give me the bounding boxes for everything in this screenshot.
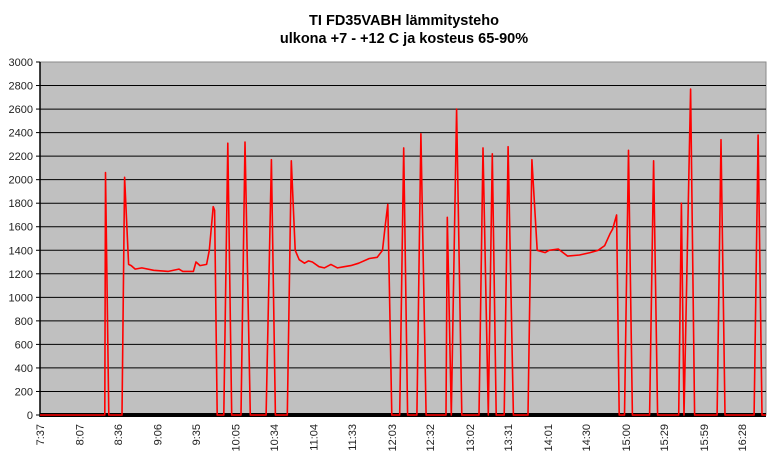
y-tick-label: 1200 bbox=[9, 269, 33, 281]
y-axis-ticks: 0 200 400 600 800 1000 1200 1400 1600 1800 2000 220… bbox=[9, 57, 40, 422]
y-tick-label: 600 bbox=[15, 339, 33, 351]
y-tick-label: 1600 bbox=[9, 222, 33, 234]
y-tick-label: 2400 bbox=[9, 128, 33, 140]
x-tick-label: 15:59 bbox=[699, 424, 711, 452]
x-tick-label: 10:34 bbox=[269, 424, 281, 452]
y-tick-label: 200 bbox=[15, 386, 33, 398]
y-tick-label: 2800 bbox=[9, 81, 33, 93]
y-tick-label: 400 bbox=[15, 363, 33, 375]
chart-title-line-1: TI FD35VABH lämmitysteho bbox=[309, 13, 499, 29]
x-tick-label: 16:28 bbox=[737, 424, 749, 452]
x-tick-label: 8:07 bbox=[75, 424, 87, 445]
y-tick-label: 3000 bbox=[9, 57, 33, 69]
x-tick-label: 11:33 bbox=[347, 424, 359, 451]
x-tick-label: 9:35 bbox=[191, 424, 203, 445]
x-tick-label: 14:01 bbox=[543, 424, 555, 452]
x-tick-label: 9:06 bbox=[153, 424, 165, 445]
y-tick-label: 800 bbox=[15, 316, 33, 328]
y-tick-label: 1800 bbox=[9, 198, 33, 210]
x-tick-label: 13:31 bbox=[503, 424, 515, 452]
y-tick-label: 0 bbox=[27, 410, 33, 422]
x-tick-label: 15:29 bbox=[659, 424, 671, 452]
x-tick-label: 14:30 bbox=[581, 424, 593, 452]
x-tick-label: 8:36 bbox=[113, 424, 125, 445]
x-tick-label: 12:32 bbox=[425, 424, 437, 452]
y-tick-label: 1000 bbox=[9, 292, 33, 304]
series-line-lammitysteho bbox=[40, 88, 766, 416]
x-tick-label: 11:04 bbox=[309, 424, 321, 451]
y-tick-label: 2000 bbox=[9, 175, 33, 187]
chart-title-line-2: ulkona +7 - +12 C ja kosteus 65-90% bbox=[280, 31, 528, 47]
y-tick-label: 2200 bbox=[9, 151, 33, 163]
x-tick-label: 15:00 bbox=[621, 424, 633, 452]
y-tick-label: 1400 bbox=[9, 245, 33, 257]
y-tick-label: 2600 bbox=[9, 104, 33, 116]
x-tick-label: 7:37 bbox=[35, 424, 47, 445]
x-tick-label: 10:05 bbox=[231, 424, 243, 452]
x-tick-label: 13:02 bbox=[465, 424, 477, 452]
x-tick-label: 12:03 bbox=[387, 424, 399, 452]
x-axis-ticks: 7:37 8:07 8:36 9:06 9:35 10:05 10:34 11:04 11:33… bbox=[35, 424, 749, 452]
